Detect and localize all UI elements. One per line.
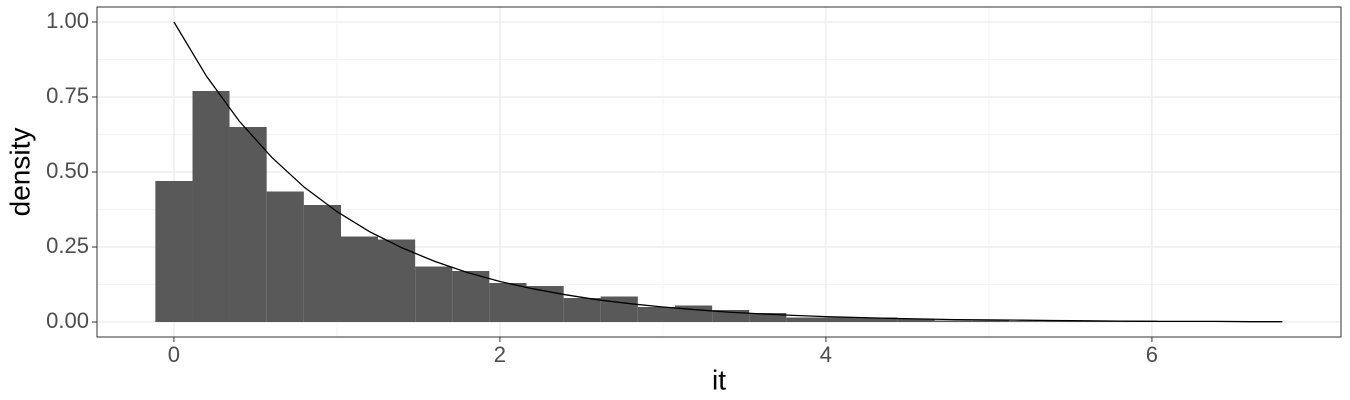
x-tick-label: 6 xyxy=(1146,342,1158,367)
y-axis-title: density xyxy=(4,128,35,217)
bar xyxy=(1008,321,1047,322)
bar xyxy=(415,266,453,322)
bar xyxy=(341,236,379,322)
x-tick-label: 4 xyxy=(820,342,832,367)
y-tick-label: 0.75 xyxy=(46,83,89,108)
bar xyxy=(266,191,304,322)
bar xyxy=(155,181,193,322)
y-tick-label: 0.25 xyxy=(46,233,89,258)
bar xyxy=(452,271,490,322)
bar xyxy=(971,320,1009,322)
bar xyxy=(786,317,824,322)
bar xyxy=(489,283,527,322)
x-tick-label: 0 xyxy=(168,342,180,367)
bar xyxy=(934,320,972,322)
y-tick-label: 0.50 xyxy=(46,158,89,183)
bar xyxy=(192,91,230,322)
bar xyxy=(1046,320,1084,322)
x-axis-title: it xyxy=(712,364,726,395)
bar xyxy=(860,317,898,322)
bar xyxy=(1083,321,1121,322)
x-tick-label: 2 xyxy=(494,342,506,367)
bar xyxy=(563,298,601,322)
bar xyxy=(229,127,267,322)
bar xyxy=(823,317,861,322)
density-curve xyxy=(173,21,1283,323)
bar xyxy=(897,319,935,322)
bar xyxy=(637,307,675,322)
bar xyxy=(749,313,787,322)
y-tick-label: 0.00 xyxy=(46,308,89,333)
y-tick-label: 1.00 xyxy=(46,8,89,33)
panel-border xyxy=(96,6,1342,338)
bar xyxy=(303,205,342,322)
bar xyxy=(378,239,416,322)
bar xyxy=(526,286,564,322)
